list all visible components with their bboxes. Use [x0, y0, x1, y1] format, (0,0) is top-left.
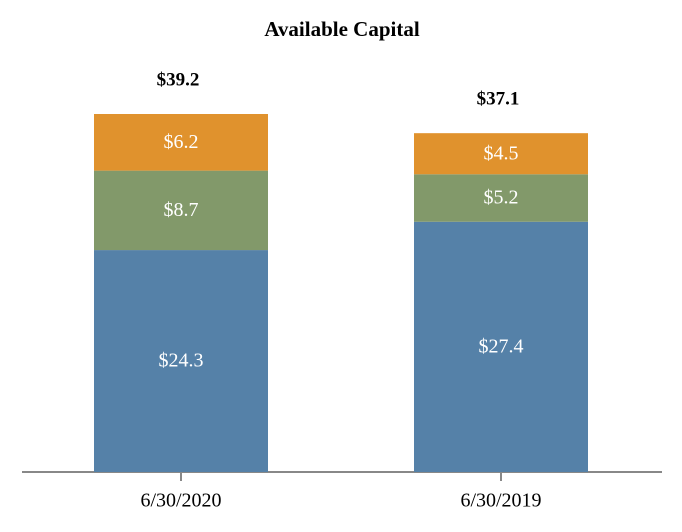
bar-segment	[94, 114, 268, 171]
x-tick-label: 6/30/2020	[140, 490, 221, 512]
x-tick-label: 6/30/2019	[460, 490, 541, 512]
bar-segment	[94, 250, 268, 472]
segment-label: $4.5	[484, 142, 519, 164]
segment-label: $8.7	[164, 199, 199, 221]
segment-label: $6.2	[164, 131, 199, 153]
total-label: $39.2	[157, 69, 200, 90]
bar-segment	[94, 170, 268, 251]
bar-segment	[414, 174, 588, 222]
bar-segment	[414, 221, 588, 472]
bar-segment	[414, 133, 588, 175]
chart-title: Available Capital	[264, 17, 420, 41]
segment-label: $24.3	[159, 350, 204, 372]
segment-label: $5.2	[484, 187, 519, 209]
total-label: $37.1	[477, 89, 520, 110]
segment-label: $27.4	[479, 335, 524, 357]
